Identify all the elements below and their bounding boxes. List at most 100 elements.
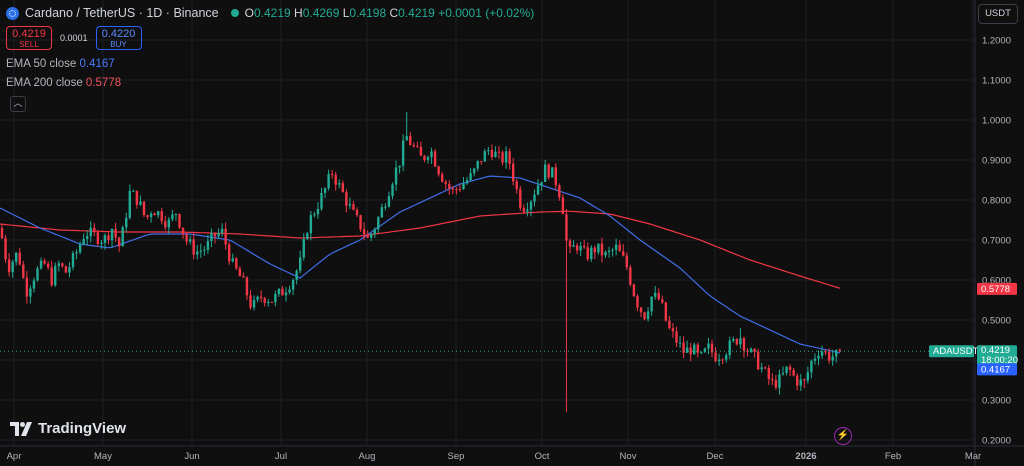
candle-up [267, 299, 270, 307]
candle-body [693, 344, 696, 355]
candle-up [579, 241, 582, 257]
ema200-legend[interactable]: EMA 200 close 0.5778 [6, 77, 122, 89]
candle-up [89, 221, 92, 243]
candle-body [362, 229, 366, 235]
candle-down [629, 264, 632, 287]
y-tick-label: 0.7000 [982, 236, 1011, 247]
candle-up [348, 197, 352, 209]
lightning-icon[interactable]: ⚡ [834, 427, 852, 445]
candle-body [508, 151, 511, 164]
candle-up [813, 353, 817, 365]
candle-down [46, 261, 50, 270]
ohlc-values: O0.4219 H0.4269 L0.4198 C0.4219 +0.0001 … [244, 6, 535, 20]
candle-body [164, 221, 167, 228]
candle-up [472, 167, 476, 177]
candle-down [61, 262, 64, 268]
candle-down [153, 212, 156, 216]
currency-selector[interactable]: USDT [978, 4, 1018, 24]
candle-body [579, 245, 582, 251]
candle-body [806, 372, 810, 381]
candle-up [57, 260, 60, 272]
candle-down [753, 348, 756, 358]
candle-up [604, 250, 607, 258]
candle-body [664, 302, 668, 321]
candle-body [64, 266, 68, 273]
price-axis[interactable]: 1.2000 1.1000 1.0000 0.9000 0.8000 0.7000 0.60… [982, 36, 1011, 447]
price-tag-label: 0.4219 [981, 345, 1010, 356]
candle-body [323, 188, 327, 193]
candle-down [43, 258, 46, 265]
candle-body [132, 190, 135, 192]
candle-up [394, 160, 398, 191]
candle-body [423, 155, 426, 160]
ema-lines [0, 175, 841, 354]
candle-up [36, 266, 39, 282]
buy-button[interactable]: 0.4220 BUY [95, 26, 142, 50]
candle-body [316, 208, 320, 215]
candle-down [593, 245, 597, 260]
candle-body [277, 288, 281, 294]
candle-down [643, 311, 646, 321]
candle-body [678, 342, 682, 344]
chevron-up-icon[interactable]: ︿ [10, 96, 26, 112]
candle-down [586, 242, 589, 262]
candle-body [185, 234, 188, 242]
candle-down [583, 239, 586, 249]
candle-body [632, 284, 636, 297]
candle-down [689, 342, 692, 362]
candle-body [167, 219, 171, 228]
candle-up [39, 257, 43, 270]
candle-body [554, 167, 557, 186]
candle-down [512, 158, 515, 186]
candle-body [586, 247, 589, 260]
candle-body [345, 192, 348, 206]
candle-body [575, 245, 579, 251]
candle-up [778, 369, 781, 395]
candle-body [796, 375, 799, 386]
candle-body [515, 181, 518, 190]
candle-body [767, 367, 770, 380]
candle-body [742, 338, 746, 351]
candle-down [671, 323, 675, 338]
candle-body [409, 136, 412, 146]
candle-down [796, 373, 799, 391]
symbol-title[interactable]: Cardano / TetherUS · 1D · Binance [25, 6, 219, 20]
tradingview-logo[interactable]: TradingView [10, 420, 126, 437]
candle-body [18, 252, 21, 265]
candle-body [263, 298, 266, 303]
candle-up [487, 146, 490, 156]
candle-down [508, 148, 511, 170]
candle-down [22, 260, 25, 279]
ema50-legend[interactable]: EMA 50 close 0.4167 [6, 58, 115, 70]
candle-up [252, 295, 256, 311]
candle-down [497, 145, 501, 159]
candle-body [753, 348, 756, 352]
candle-up [128, 184, 131, 220]
candle-down [458, 184, 462, 193]
candle-down [444, 179, 447, 190]
candle-body [636, 296, 639, 308]
candle-down [455, 187, 458, 195]
candle-body [604, 251, 607, 256]
candle-body [707, 343, 710, 349]
candle-body [700, 352, 703, 354]
candle-body [103, 235, 107, 243]
candle-body [654, 292, 657, 297]
candle-down [25, 270, 29, 304]
time-axis[interactable]: Apr May Jun Jul Aug Sep Oct Nov Dec 2026 Feb Mar [7, 451, 982, 462]
candle-up [231, 253, 234, 263]
sell-button[interactable]: 0.4219 SELL [6, 26, 52, 50]
candle-up [693, 342, 696, 355]
candle-body [433, 151, 437, 167]
candle-body [313, 214, 316, 216]
candle-up [707, 337, 710, 355]
price-tag: 0.4167 [977, 363, 1017, 376]
price-tag-bg [977, 345, 1017, 357]
candle-body [192, 239, 195, 255]
candle-body [29, 288, 32, 297]
x-tick-label: 2026 [795, 451, 816, 462]
candle-body [600, 243, 604, 256]
candle-up [86, 230, 89, 246]
price-tag-label: 18:00:20 [981, 355, 1018, 366]
